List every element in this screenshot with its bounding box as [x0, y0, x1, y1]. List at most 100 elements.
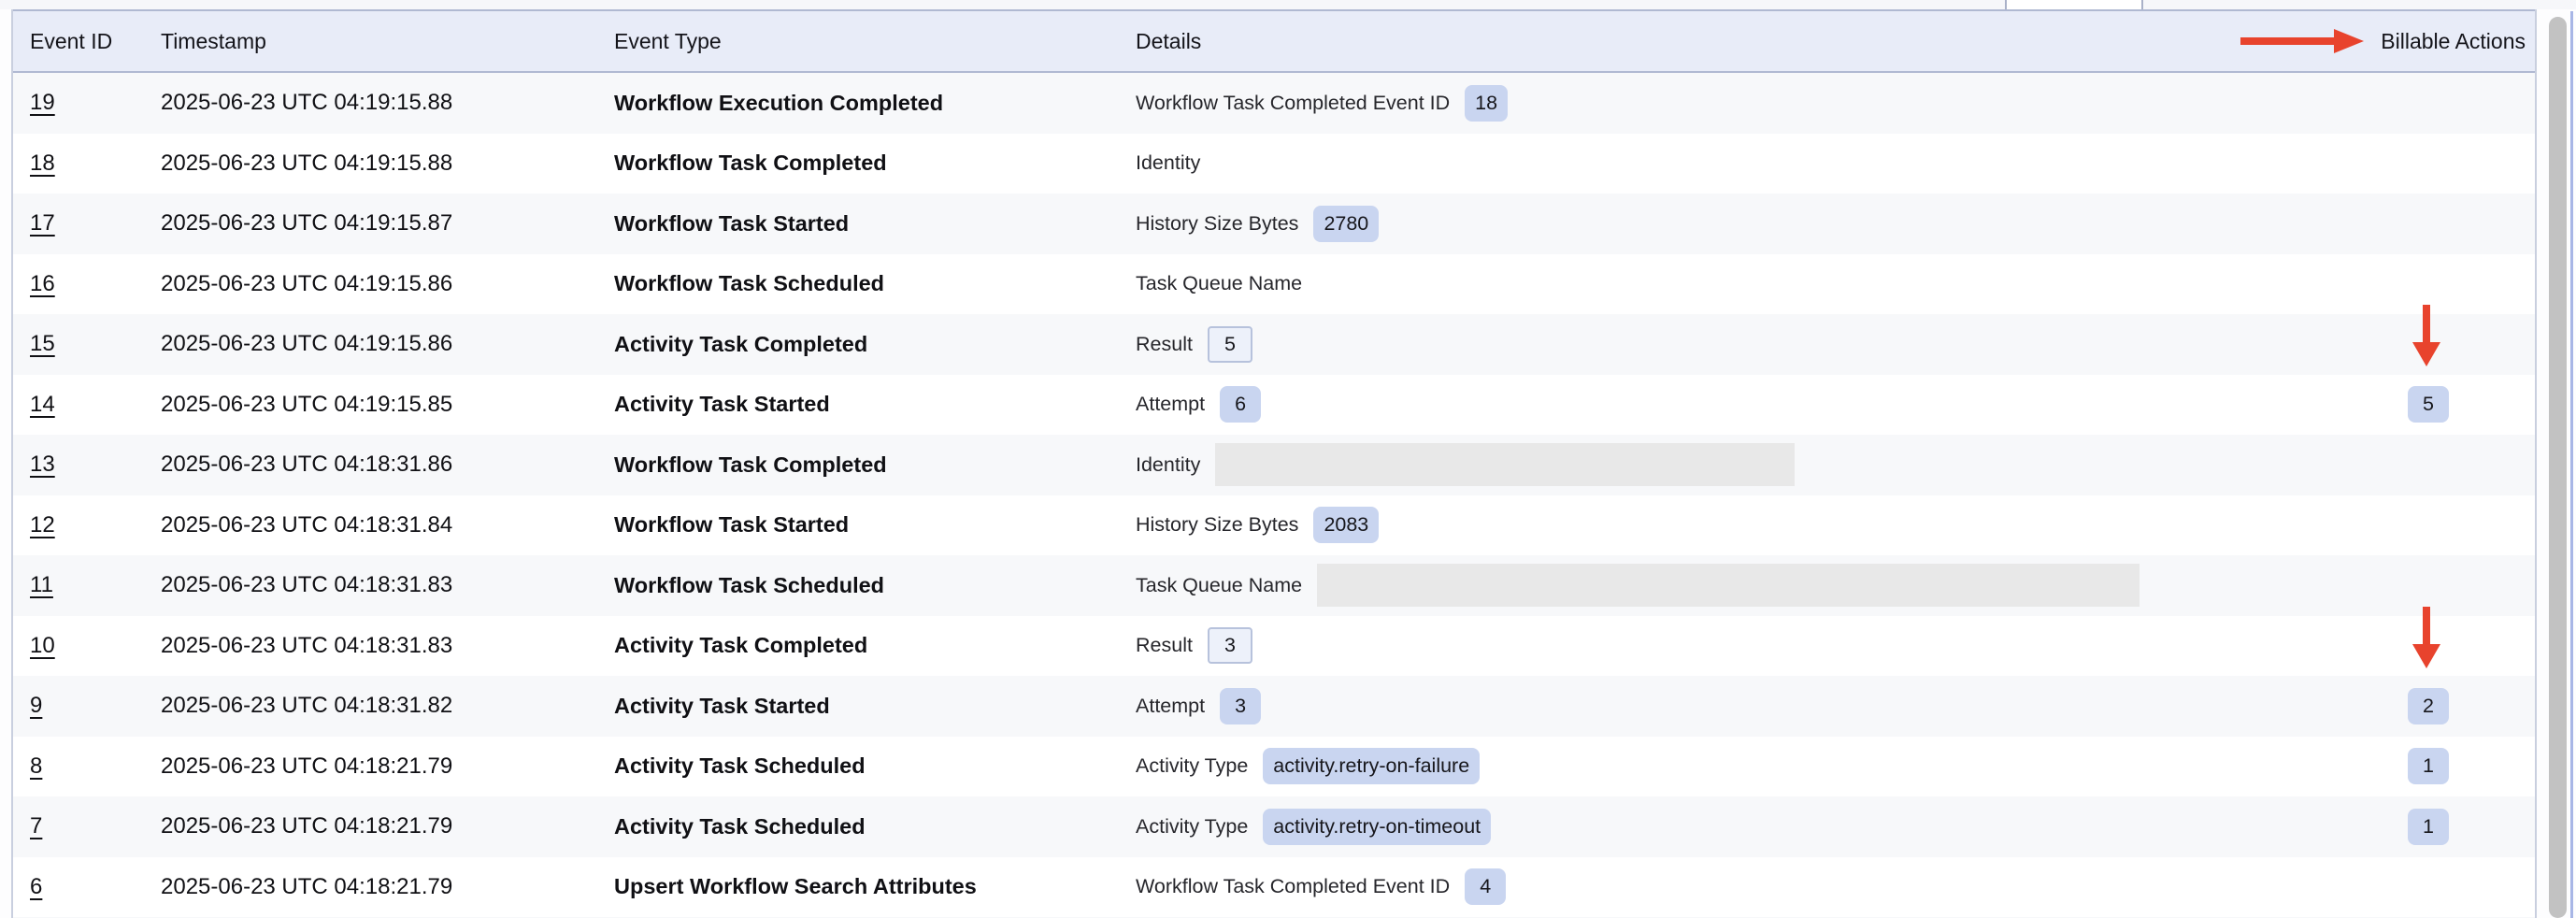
column-header-label: Timestamp: [161, 28, 266, 53]
detail-value-redacted-box: [1317, 564, 2140, 608]
event-id-cell: 16: [13, 271, 153, 297]
cropped-controls-strip: [0, 0, 2576, 9]
column-header-label: Event Type: [614, 28, 722, 53]
timestamp-cell: 2025-06-23 UTC 04:19:15.85: [161, 391, 453, 417]
billable-count-badge: 2: [2408, 687, 2449, 724]
detail-value-badge: 5: [1207, 325, 1252, 363]
cropped-control-edge-left: [0, 0, 2005, 9]
event-type-cell: Activity Task Scheduled: [614, 813, 866, 839]
scrollbar[interactable]: [2549, 17, 2567, 918]
table-row[interactable]: 7 2025-06-23 UTC 04:18:21.79 Activity Ta…: [13, 796, 2535, 857]
detail-value-badge: activity.retry-on-failure: [1263, 748, 1481, 785]
table-row[interactable]: 12 2025-06-23 UTC 04:18:31.84 Workflow T…: [13, 495, 2535, 555]
table-row[interactable]: 16 2025-06-23 UTC 04:19:15.86 Workflow T…: [13, 253, 2535, 314]
detail-value-badge: 3: [1220, 687, 1262, 724]
window-edge-divider: [2570, 11, 2573, 918]
table-row[interactable]: 18 2025-06-23 UTC 04:19:15.88 Workflow T…: [13, 133, 2535, 194]
detail-value-badge: 2780: [1313, 205, 1380, 242]
event-type-cell: Workflow Task Completed: [614, 151, 887, 176]
detail-label: Workflow Task Completed Event ID: [1136, 875, 1451, 898]
event-id-link[interactable]: 18: [30, 150, 55, 176]
column-header-details: Details: [1130, 29, 2142, 54]
timestamp-cell: 2025-06-23 UTC 04:19:15.86: [161, 270, 453, 296]
table-row[interactable]: 14 2025-06-23 UTC 04:19:15.85 Activity T…: [13, 374, 2535, 435]
event-type-cell: Workflow Execution Completed: [614, 90, 944, 115]
event-id-link[interactable]: 6: [30, 873, 43, 899]
red-arrow-down-icon: [2412, 606, 2440, 668]
event-id-link[interactable]: 16: [30, 270, 55, 296]
detail-value-badge: 6: [1220, 386, 1262, 423]
timestamp-cell: 2025-06-23 UTC 04:18:31.86: [161, 452, 453, 478]
table-row[interactable]: 9 2025-06-23 UTC 04:18:31.82 Activity Ta…: [13, 676, 2535, 737]
event-id-cell: 18: [13, 151, 153, 177]
detail-value-badge: 3: [1207, 627, 1252, 665]
billable-actions-cell: 1: [2142, 808, 2535, 845]
event-id-link[interactable]: 15: [30, 331, 55, 357]
event-type-cell: Activity Task Completed: [614, 633, 868, 658]
event-id-link[interactable]: 11: [30, 572, 53, 598]
detail-value-badge: 2083: [1313, 507, 1380, 544]
detail-value-redacted-box: [1215, 443, 1796, 487]
event-type-cell: Workflow Task Started: [614, 512, 850, 538]
event-id-link[interactable]: 13: [30, 452, 55, 478]
details-cell: Task Queue Name: [1130, 564, 2142, 608]
timestamp-cell: 2025-06-23 UTC 04:18:21.79: [161, 753, 453, 779]
event-id-link[interactable]: 8: [30, 753, 43, 779]
details-cell: Identity: [1130, 443, 2142, 487]
column-header-label: Event ID: [30, 28, 113, 53]
table-row[interactable]: 15 2025-06-23 UTC 04:19:15.86 Activity T…: [13, 305, 2535, 375]
event-id-cell: 13: [13, 452, 153, 478]
billable-count-badge: 1: [2408, 808, 2449, 845]
event-id-link[interactable]: 10: [30, 632, 55, 658]
column-header-label: Details: [1136, 28, 1202, 53]
details-cell: Activity Type activity.retry-on-failure: [1130, 748, 2142, 785]
table-row[interactable]: 8 2025-06-23 UTC 04:18:21.79 Activity Ta…: [13, 736, 2535, 796]
table-header: Event ID Timestamp Event Type Details Bi…: [13, 9, 2535, 73]
event-id-link[interactable]: 9: [30, 693, 43, 719]
timestamp-cell: 2025-06-23 UTC 04:18:31.84: [161, 511, 453, 538]
column-header-event-id: Event ID: [13, 29, 153, 54]
event-id-cell: 12: [13, 512, 153, 538]
details-cell: Activity Type activity.retry-on-timeout: [1130, 808, 2142, 845]
cropped-control-edge-center: [2005, 0, 2143, 9]
event-id-cell: 19: [13, 90, 153, 116]
table-row[interactable]: 17 2025-06-23 UTC 04:19:15.87 Workflow T…: [13, 194, 2535, 254]
timestamp-cell: 2025-06-23 UTC 04:18:31.82: [161, 693, 453, 719]
timestamp-cell: 2025-06-23 UTC 04:19:15.87: [161, 210, 453, 237]
billable-count-badge: 1: [2408, 748, 2449, 785]
billable-actions-cell: 1: [2142, 748, 2535, 785]
details-cell: Result 5: [1130, 325, 2142, 363]
details-cell: Identity: [1130, 151, 2142, 175]
detail-label: History Size Bytes: [1136, 513, 1299, 537]
details-cell: Workflow Task Completed Event ID 4: [1130, 868, 2142, 906]
event-id-link[interactable]: 17: [30, 210, 55, 237]
event-type-cell: Workflow Task Completed: [614, 452, 887, 477]
table-row[interactable]: 11 2025-06-23 UTC 04:18:31.83 Workflow T…: [13, 555, 2535, 616]
detail-value-badge: 18: [1465, 84, 1509, 122]
details-cell: Attempt 6: [1130, 386, 2142, 423]
event-id-link[interactable]: 7: [30, 813, 43, 839]
table-row[interactable]: 10 2025-06-23 UTC 04:18:31.83 Activity T…: [13, 606, 2535, 676]
event-id-link[interactable]: 19: [30, 90, 55, 116]
event-type-cell: Workflow Task Scheduled: [614, 271, 885, 296]
detail-label: Attempt: [1136, 694, 1206, 717]
event-id-link[interactable]: 14: [30, 391, 55, 417]
event-id-cell: 7: [13, 813, 153, 839]
timestamp-cell: 2025-06-23 UTC 04:19:15.88: [161, 150, 453, 176]
table-row[interactable]: 13 2025-06-23 UTC 04:18:31.86 Workflow T…: [13, 435, 2535, 495]
event-id-link[interactable]: 12: [30, 511, 55, 538]
details-cell: Task Queue Name: [1130, 272, 2142, 295]
detail-label: Task Queue Name: [1136, 573, 1303, 596]
detail-label: Result: [1136, 634, 1193, 657]
event-id-cell: 15: [13, 331, 153, 357]
detail-label: History Size Bytes: [1136, 211, 1299, 235]
table-row[interactable]: 6 2025-06-23 UTC 04:18:21.79 Upsert Work…: [13, 856, 2535, 917]
table-body: 19 2025-06-23 UTC 04:19:15.88 Workflow E…: [13, 73, 2535, 917]
timestamp-cell: 2025-06-23 UTC 04:18:21.79: [161, 873, 453, 899]
table-row[interactable]: 19 2025-06-23 UTC 04:19:15.88 Workflow E…: [13, 73, 2535, 134]
detail-value-badge: activity.retry-on-timeout: [1263, 808, 1492, 845]
timestamp-cell: 2025-06-23 UTC 04:18:31.83: [161, 572, 453, 598]
detail-label: Activity Type: [1136, 754, 1249, 778]
event-type-cell: Workflow Task Scheduled: [614, 572, 885, 597]
